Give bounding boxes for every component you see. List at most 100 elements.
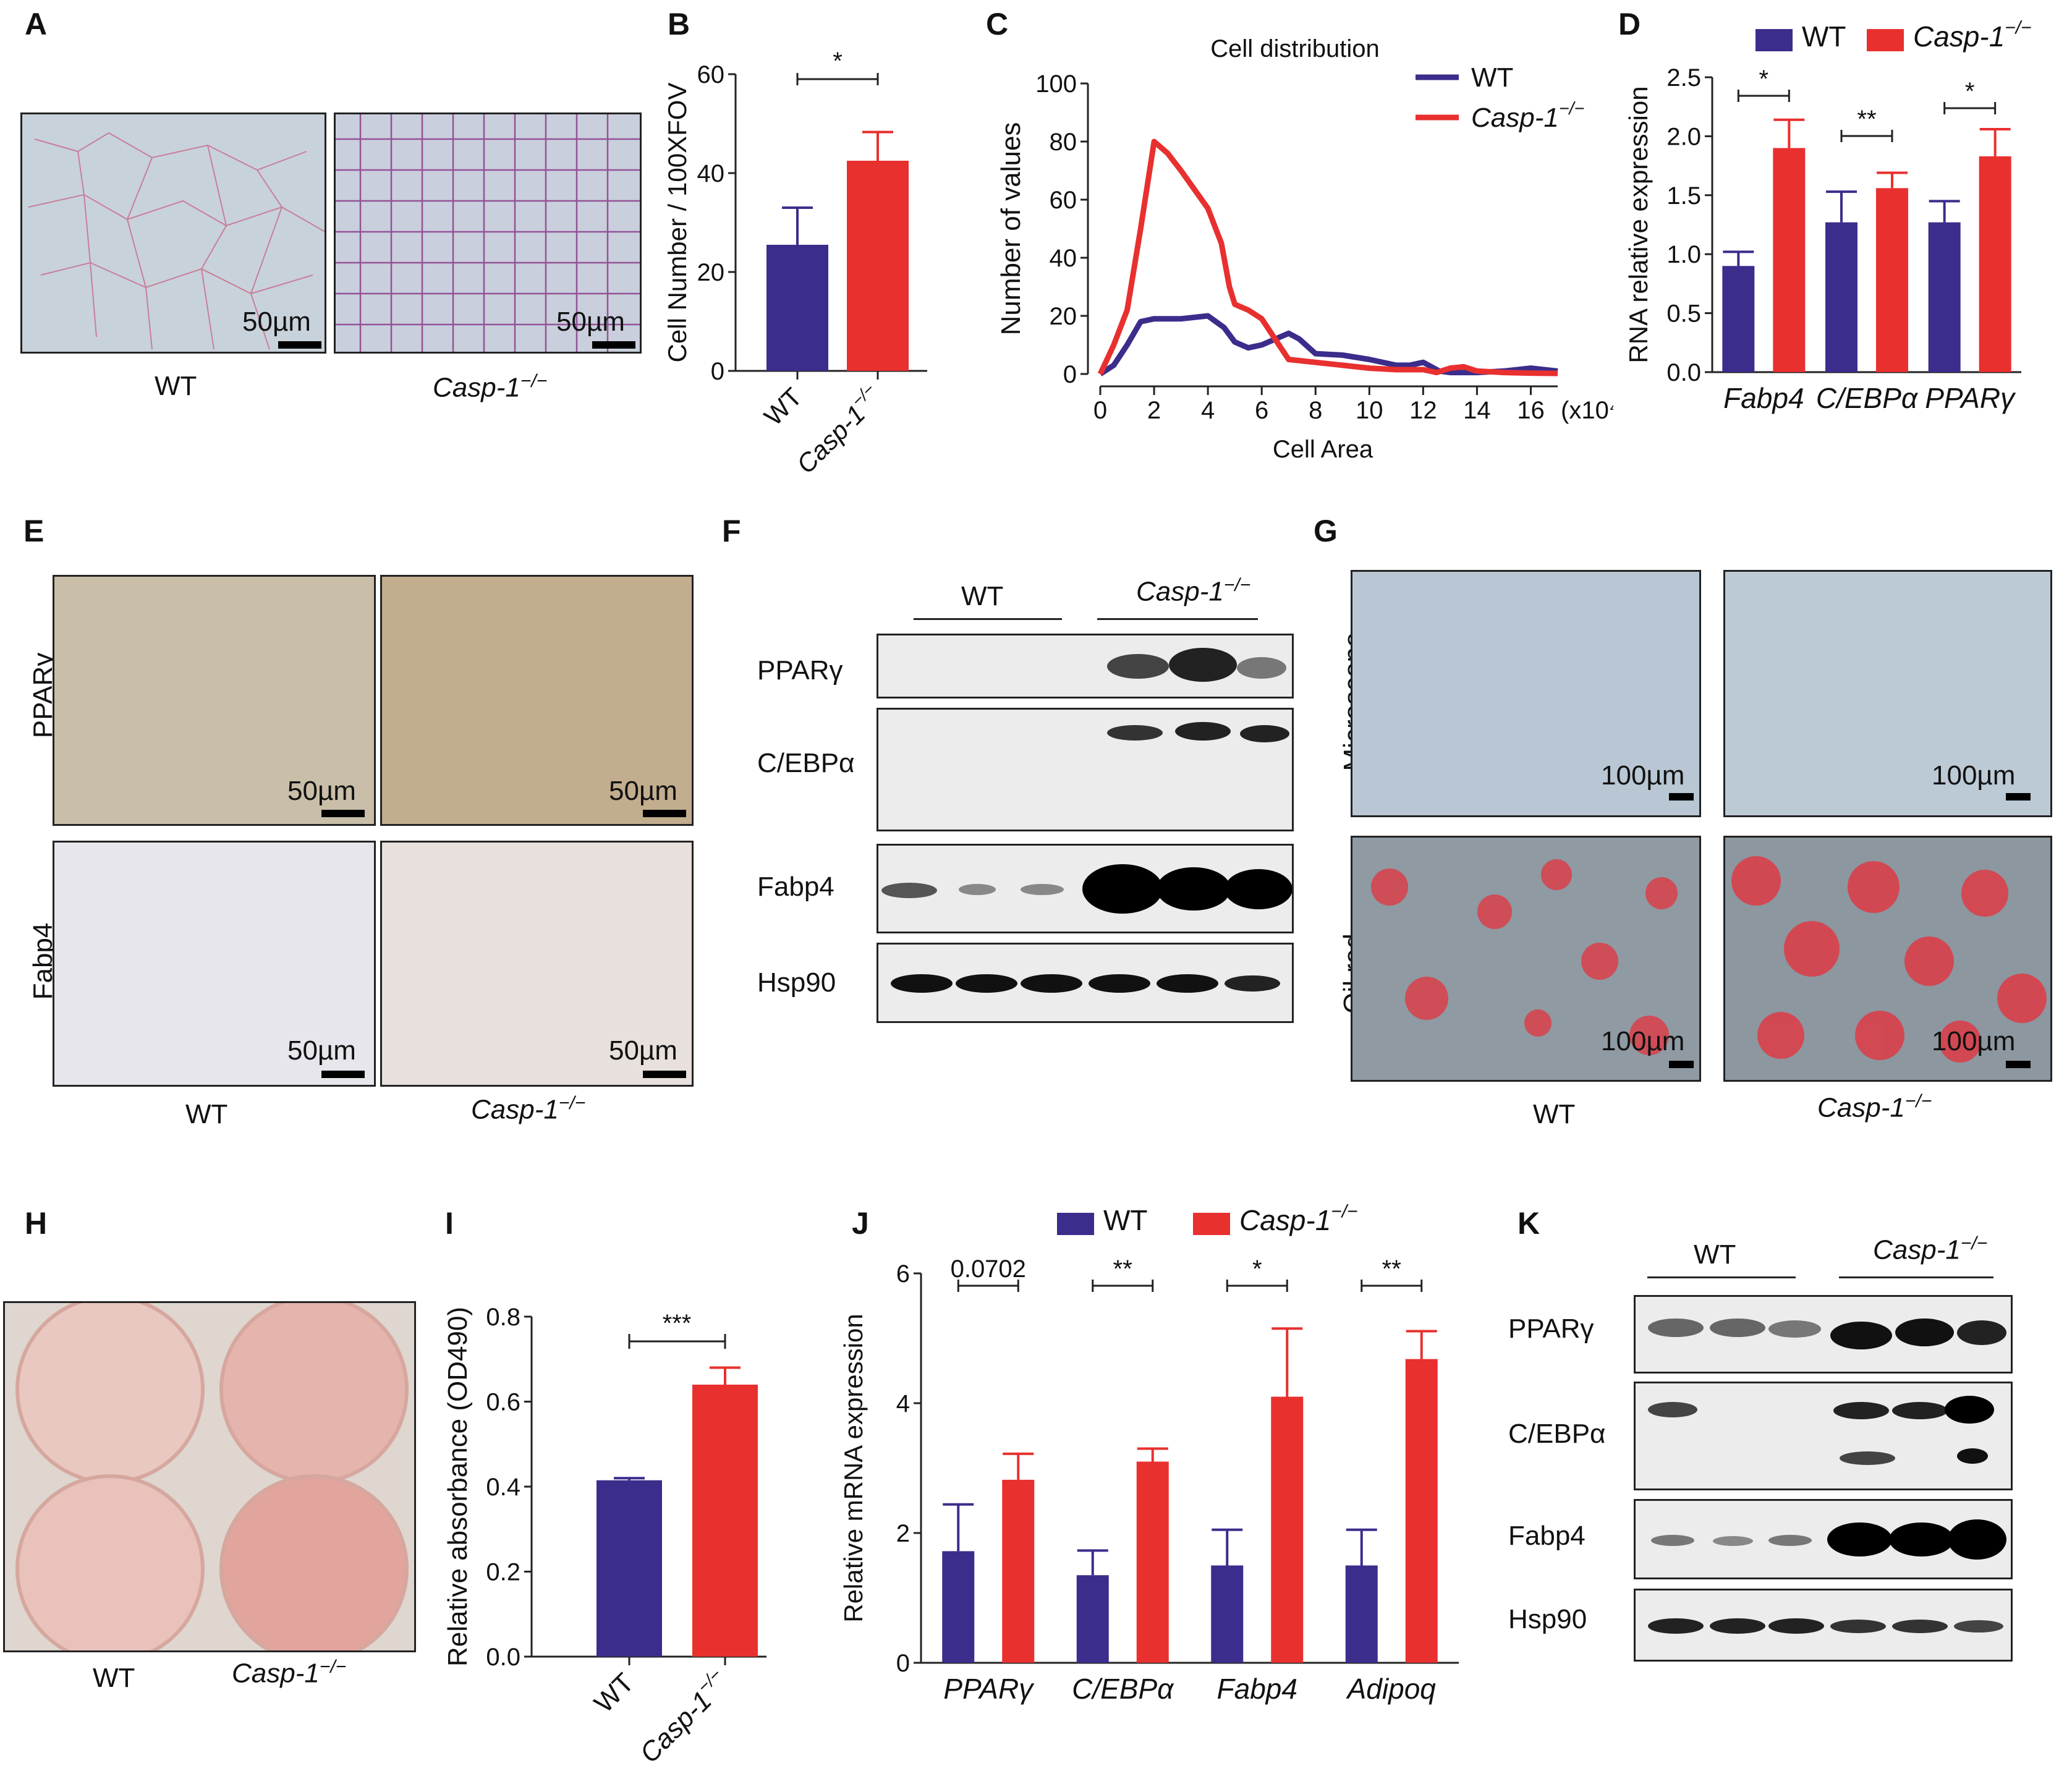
scale-text-e4: 50µm <box>609 1035 677 1066</box>
c-y-tick-label: 40 <box>1050 245 1077 272</box>
f-blot-hsp90 <box>877 943 1294 1023</box>
c-x-unit: (x10⁴) <box>1561 397 1613 424</box>
c-y-tick-label: 20 <box>1050 303 1077 330</box>
b-y-tick-label: 0 <box>711 358 724 385</box>
j-x-tick-label: C/EBPα <box>1072 1673 1174 1705</box>
scale-text-g1: 100µm <box>1601 760 1685 791</box>
d-legend-swatch <box>1755 29 1793 51</box>
j-sig-label: ** <box>1113 1255 1132 1283</box>
j-bar-wt <box>1076 1575 1109 1663</box>
scale-bar-g4 <box>2006 1061 2031 1068</box>
panel-label-e: E <box>23 514 45 548</box>
he-tissue-wt-texture <box>28 132 325 350</box>
j-bar-casp1 <box>1405 1359 1438 1663</box>
j-legend-swatch <box>1193 1213 1230 1235</box>
k-group-wt: WT <box>1694 1239 1736 1270</box>
f-blot-fabp4 <box>877 844 1294 933</box>
d-bar-casp1 <box>1979 156 2011 372</box>
g-microscope-casp1 <box>1723 570 2052 817</box>
b-x-tick-label: Casp-1−/− <box>788 380 888 479</box>
h-label-wt: WT <box>93 1663 135 1693</box>
d-y-tick-label: 2.5 <box>1666 64 1701 91</box>
ihc-ppar-casp1 <box>380 575 694 826</box>
chart-j: 0 2 4 6 Relative mRNA expression PPARγ 0.0702 C… <box>841 1201 1459 1705</box>
k-blot-fabp4 <box>1634 1499 2013 1579</box>
j-bar-wt <box>942 1551 975 1663</box>
i-y-axis-label: Relative absorbance (OD490) <box>445 1307 473 1667</box>
f-row-label-fabp4: Fabp4 <box>757 872 834 902</box>
scale-bar-g3 <box>1669 1061 1694 1068</box>
d-bar-wt <box>1928 222 1961 372</box>
c-x-tick-label: 8 <box>1309 397 1322 424</box>
b-y-axis-label: Cell Number / 100XFOV <box>668 83 692 363</box>
c-title: Cell distribution <box>1210 35 1379 62</box>
b-bar <box>847 161 909 371</box>
g-oilred-wt-droplets <box>1371 859 1678 1055</box>
panel-label-b: B <box>668 7 690 41</box>
he-tissue-casp1-texture <box>336 114 640 352</box>
b-x-tick-label: WT <box>758 382 807 431</box>
c-x-tick-label: 12 <box>1409 397 1437 424</box>
h-plate-photo <box>3 1301 416 1652</box>
scale-text-e2: 50µm <box>609 776 677 806</box>
panel-label-f: F <box>722 514 741 548</box>
j-legend-swatch <box>1057 1213 1094 1235</box>
j-sig-label: ** <box>1382 1255 1401 1283</box>
f-group-line-casp1 <box>1097 618 1258 620</box>
scale-bar-g1 <box>1669 793 1694 800</box>
j-bar-casp1 <box>1136 1461 1169 1663</box>
j-x-tick-label: Fabp4 <box>1217 1673 1297 1705</box>
scale-bar-a2 <box>592 341 635 349</box>
g-microscope-wt <box>1351 570 1701 817</box>
j-y-tick-label: 2 <box>896 1520 910 1547</box>
c-x-tick-label: 2 <box>1147 397 1161 424</box>
k-blot-hsp90 <box>1634 1589 2013 1662</box>
c-x-tick-label: 6 <box>1255 397 1268 424</box>
j-y-tick-label: 0 <box>896 1650 910 1677</box>
scale-bar-a1 <box>278 341 321 349</box>
j-sig-label: 0.0702 <box>951 1255 1026 1283</box>
d-y-tick-label: 0.5 <box>1666 300 1701 328</box>
ihc-ppar-wt <box>53 575 376 826</box>
j-bar-casp1 <box>1271 1396 1304 1663</box>
b-y-tick-label: 40 <box>697 160 725 187</box>
e-col-label-casp1: Casp-1−/− <box>471 1093 586 1125</box>
c-y-tick-label: 80 <box>1050 129 1077 156</box>
d-sig-label: * <box>1965 78 1975 105</box>
d-bar-casp1 <box>1773 148 1806 373</box>
j-bar-wt <box>1345 1565 1378 1663</box>
scale-bar-text-a2: 50µm <box>556 307 625 337</box>
g-col-label-wt: WT <box>1533 1099 1576 1129</box>
scale-bar-e3 <box>321 1071 365 1078</box>
d-legend-label: Casp-1−/− <box>1913 17 2032 53</box>
d-y-tick-label: 1.5 <box>1666 182 1701 210</box>
b-bar <box>766 245 828 371</box>
j-y-tick-label: 6 <box>896 1260 910 1288</box>
c-y-tick-label: 0 <box>1063 361 1077 388</box>
d-x-tick-label: C/EBPα <box>1816 382 1919 414</box>
j-x-tick-label: PPARγ <box>943 1673 1035 1705</box>
b-y-tick-label: 20 <box>697 259 725 286</box>
ihc-fabp4-casp1 <box>380 841 694 1087</box>
panel-label-a: A <box>25 7 48 41</box>
d-y-tick-label: 0.0 <box>1666 359 1701 386</box>
k-row-label-cebpa: C/EBPα <box>1508 1419 1606 1449</box>
scale-text-e1: 50µm <box>287 776 356 806</box>
a-label-casp1: Casp-1−/− <box>433 371 548 403</box>
b-y-tick-label: 60 <box>697 61 725 88</box>
panel-label-j: J <box>852 1206 869 1241</box>
scale-bar-g2 <box>2006 793 2031 800</box>
i-y-tick-label: 0.2 <box>486 1559 520 1586</box>
scale-bar-text-a1: 50µm <box>242 307 311 337</box>
d-y-axis-label: RNA relative expression <box>1626 86 1653 363</box>
c-series-line-wt <box>1098 313 1558 376</box>
scale-text-g3: 100µm <box>1601 1026 1685 1056</box>
k-row-label-fabp4: Fabp4 <box>1508 1521 1586 1551</box>
g-oilred-casp1-droplets <box>1731 856 2047 1063</box>
g-col-label-casp1: Casp-1−/− <box>1817 1091 1932 1123</box>
panel-label-d: D <box>1618 7 1641 41</box>
g-oilred-wt <box>1351 836 1701 1082</box>
i-bar <box>692 1385 758 1657</box>
